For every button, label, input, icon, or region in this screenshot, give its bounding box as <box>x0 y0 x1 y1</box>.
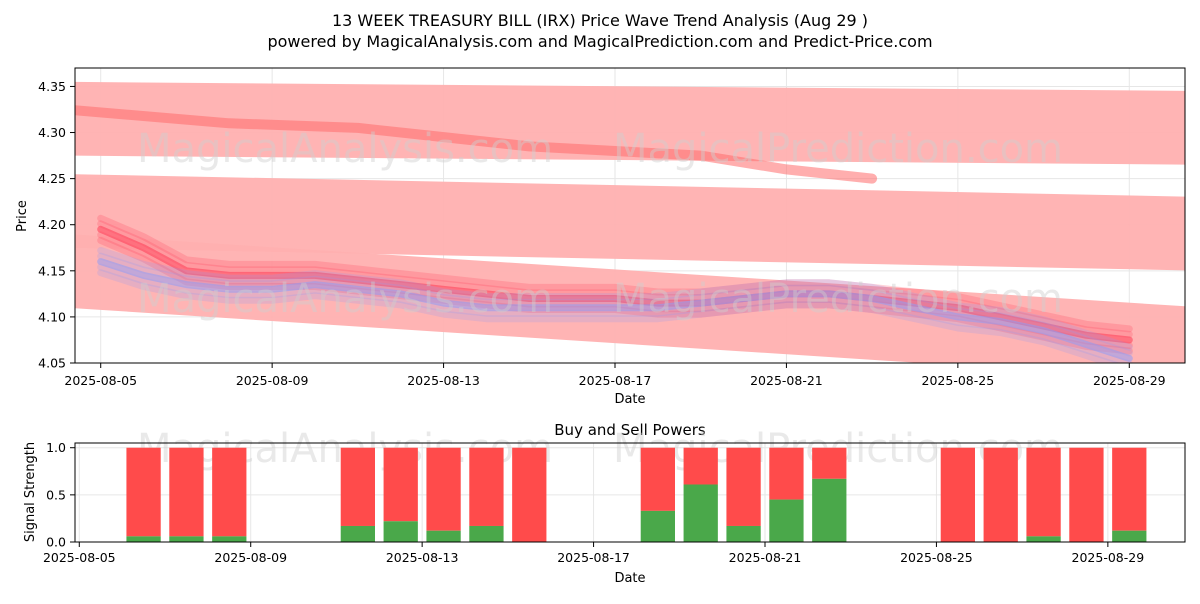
buy-power-bar <box>812 478 847 542</box>
sell-power-bar <box>1069 447 1104 542</box>
power-y-ticks: 0.0 0.5 1.0 <box>46 440 75 550</box>
sell-power-bar <box>940 447 975 542</box>
price-lines <box>75 105 1133 363</box>
price-x-label: Date <box>614 392 645 407</box>
price-x-tick-label: 2025-08-05 <box>64 373 137 388</box>
sell-power-bar <box>1112 447 1147 531</box>
sell-power-bar <box>126 447 161 537</box>
power-x-ticks: 2025-08-05 2025-08-09 2025-08-13 2025-08-17… <box>43 542 1144 565</box>
chart-title-line2: powered by MagicalAnalysis.com and Magic… <box>267 32 932 51</box>
sell-power-bar <box>983 447 1018 542</box>
price-wave-blue-0 <box>97 269 1121 363</box>
price-y-tick-label: 4.25 <box>38 171 66 186</box>
price-chart: MagicalAnalysis.com MagicalPrediction.co… <box>15 67 1186 407</box>
power-chart-title: Buy and Sell Powers <box>554 421 706 439</box>
power-x-tick-label: 2025-08-29 <box>1072 550 1145 565</box>
power-x-tick-label: 2025-08-09 <box>214 550 287 565</box>
price-y-ticks: 4.05 4.10 4.15 4.20 4.25 4.30 4.35 <box>38 79 75 371</box>
watermark-top-right: MagicalPrediction.com <box>613 126 1063 172</box>
buy-power-bar <box>769 499 804 542</box>
price-x-tick-label: 2025-08-21 <box>750 373 823 388</box>
sell-power-bar <box>812 447 847 479</box>
buy-power-bar <box>640 510 675 542</box>
price-wave-red-4 <box>97 214 1133 333</box>
price-wave-blue-2 <box>97 258 1133 362</box>
sell-power-bar <box>683 447 718 485</box>
power-x-label: Date <box>614 571 645 586</box>
buy-power-bar <box>426 530 461 542</box>
sell-power-bar <box>469 447 504 526</box>
sell-power-bar <box>640 447 675 511</box>
power-plot-frame <box>74 442 1186 543</box>
chart-title-line1: 13 WEEK TREASURY BILL (IRX) Price Wave T… <box>332 11 868 30</box>
power-x-tick-label: 2025-08-25 <box>900 550 973 565</box>
price-y-tick-label: 4.35 <box>38 79 66 94</box>
power-y-label: Signal Strength <box>23 442 38 542</box>
buy-power-bar <box>126 536 161 542</box>
price-y-tick-label: 4.05 <box>38 356 66 371</box>
sell-power-bar <box>426 447 461 531</box>
sell-power-bar <box>383 447 418 522</box>
price-y-tick-label: 4.20 <box>38 217 66 232</box>
buy-power-bar <box>469 525 504 542</box>
buy-power-bar <box>383 521 418 542</box>
price-x-tick-label: 2025-08-13 <box>407 373 480 388</box>
price-wave-blue-3 <box>97 252 1133 357</box>
buy-power-bar <box>1026 536 1061 542</box>
upper-trend-line <box>75 105 878 184</box>
price-x-ticks: 2025-08-05 2025-08-09 2025-08-13 2025-08-17… <box>64 363 1166 388</box>
power-x-tick-label: 2025-08-05 <box>43 550 116 565</box>
price-y-tick-label: 4.30 <box>38 125 66 140</box>
price-y-tick-label: 4.10 <box>38 309 66 324</box>
sell-power-bar <box>169 447 204 537</box>
power-bars <box>126 447 1147 542</box>
watermark-mid-left: MagicalAnalysis.com <box>137 276 553 322</box>
power-y-tick-label: 0.0 <box>46 535 66 550</box>
buy-power-bar <box>169 536 204 542</box>
price-wave-red-2 <box>97 225 1133 344</box>
power-x-tick-label: 2025-08-17 <box>557 550 630 565</box>
sell-power-bar <box>769 447 804 500</box>
sell-power-bar <box>512 447 547 542</box>
power-y-tick-label: 0.5 <box>46 487 66 502</box>
buy-power-bar <box>340 525 375 542</box>
buy-power-bar <box>1112 530 1147 542</box>
sell-power-bar <box>1026 447 1061 537</box>
sell-power-bar <box>212 447 247 537</box>
buy-power-bar <box>726 525 761 542</box>
power-x-tick-label: 2025-08-13 <box>386 550 459 565</box>
price-x-tick-label: 2025-08-25 <box>922 373 995 388</box>
price-wave-blue-4 <box>97 247 1133 351</box>
price-y-tick-label: 4.15 <box>38 263 66 278</box>
price-wave-blue-1 <box>97 263 1133 363</box>
price-y-label: Price <box>15 200 30 232</box>
power-chart: Buy and Sell Powers MagicalAnalysis.com … <box>23 421 1186 586</box>
sell-power-bar <box>726 447 761 526</box>
price-plot-frame <box>74 67 1186 364</box>
price-x-tick-label: 2025-08-09 <box>236 373 309 388</box>
price-wave-red-3 <box>97 220 1133 338</box>
price-x-tick-label: 2025-08-17 <box>579 373 652 388</box>
power-x-tick-label: 2025-08-21 <box>729 550 802 565</box>
sell-power-bar <box>340 447 375 526</box>
watermark-top-left: MagicalAnalysis.com <box>137 126 553 172</box>
middle-band <box>75 174 1185 271</box>
watermark-mid-right: MagicalPrediction.com <box>613 276 1063 322</box>
buy-power-bar <box>212 536 247 542</box>
power-y-tick-label: 1.0 <box>46 440 66 455</box>
price-wave-red-1 <box>97 231 1133 349</box>
buy-power-bar <box>683 484 718 542</box>
upper-band <box>75 81 1185 165</box>
price-x-tick-label: 2025-08-29 <box>1093 373 1166 388</box>
